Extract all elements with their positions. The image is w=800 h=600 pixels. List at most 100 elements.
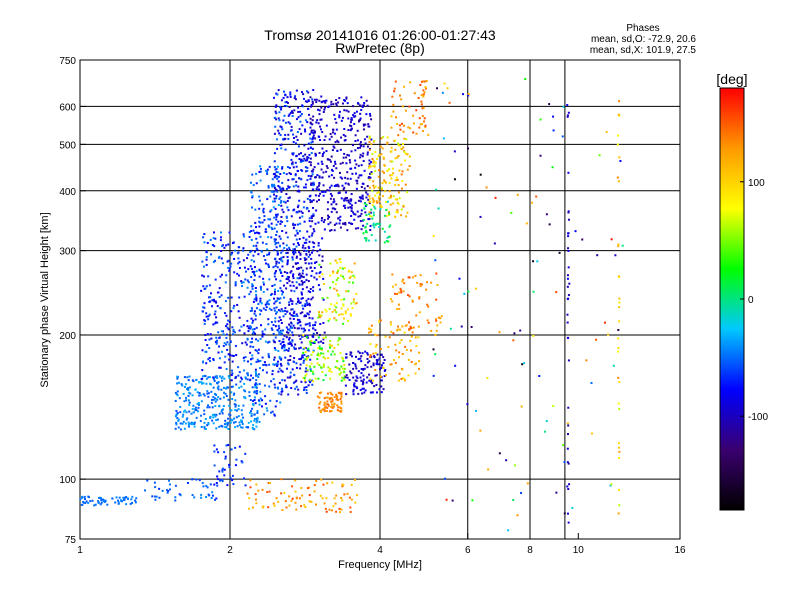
- data-point: [571, 506, 574, 509]
- data-point: [362, 381, 365, 384]
- data-point: [276, 147, 279, 150]
- data-point: [193, 422, 196, 425]
- data-point: [253, 399, 256, 402]
- data-point: [254, 370, 257, 373]
- data-point: [188, 410, 191, 413]
- data-point: [267, 253, 270, 256]
- data-point: [545, 213, 548, 216]
- data-point: [273, 347, 276, 350]
- data-point: [311, 206, 314, 209]
- data-point: [215, 316, 218, 319]
- data-point: [285, 348, 288, 351]
- data-point: [374, 352, 377, 355]
- data-point: [544, 430, 547, 433]
- data-point: [364, 350, 367, 353]
- data-point: [361, 104, 364, 107]
- data-point: [283, 346, 286, 349]
- data-point: [291, 281, 294, 284]
- data-point: [327, 223, 330, 226]
- data-point: [174, 391, 177, 394]
- data-point: [337, 399, 340, 402]
- data-point: [251, 196, 254, 199]
- data-point: [333, 304, 336, 307]
- data-point: [412, 326, 415, 329]
- data-point: [274, 405, 277, 408]
- data-point: [310, 362, 313, 365]
- data-point: [300, 266, 303, 269]
- data-point: [344, 197, 347, 200]
- data-point: [299, 253, 302, 256]
- data-point: [531, 201, 534, 204]
- data-point: [555, 291, 558, 294]
- data-point: [277, 387, 280, 390]
- data-point: [360, 209, 363, 212]
- data-point: [374, 170, 377, 173]
- data-point: [203, 425, 206, 428]
- data-point: [313, 266, 316, 269]
- data-point: [368, 149, 371, 152]
- data-point: [299, 159, 302, 162]
- data-point: [275, 241, 278, 244]
- data-point: [372, 214, 375, 217]
- data-point: [262, 211, 265, 214]
- data-point: [295, 229, 298, 232]
- data-point: [358, 174, 361, 177]
- data-point: [291, 497, 294, 500]
- data-point: [408, 328, 411, 331]
- data-point: [618, 156, 621, 159]
- data-point: [360, 228, 363, 231]
- data-point: [271, 190, 274, 193]
- data-point: [236, 425, 239, 428]
- data-point: [414, 363, 417, 366]
- data-point: [366, 366, 369, 369]
- data-point: [342, 303, 345, 306]
- data-point: [336, 404, 339, 407]
- data-point: [430, 281, 433, 284]
- data-point: [215, 301, 218, 304]
- data-point: [532, 290, 535, 293]
- data-point: [254, 314, 257, 317]
- data-point: [255, 237, 258, 240]
- data-point: [345, 290, 348, 293]
- data-point: [372, 200, 375, 203]
- data-point: [349, 506, 352, 509]
- data-point: [338, 392, 341, 395]
- data-point: [206, 241, 209, 244]
- data-point: [290, 129, 293, 132]
- data-point: [223, 451, 226, 454]
- data-point: [288, 495, 291, 498]
- data-point: [330, 405, 333, 408]
- data-point: [234, 426, 237, 429]
- data-point: [314, 329, 317, 332]
- y-tick-label: 600: [59, 102, 76, 113]
- data-point: [220, 410, 223, 413]
- y-tick-label: 100: [59, 475, 76, 486]
- data-point: [321, 147, 324, 150]
- data-point: [326, 189, 329, 192]
- data-point: [219, 239, 222, 242]
- data-point: [303, 314, 306, 317]
- data-point: [347, 128, 350, 131]
- data-point: [365, 214, 368, 217]
- data-point: [294, 251, 297, 254]
- data-point: [375, 222, 378, 225]
- data-point: [317, 194, 320, 197]
- data-point: [356, 102, 359, 105]
- data-point: [403, 151, 406, 154]
- data-point: [204, 319, 207, 322]
- data-point: [291, 368, 294, 371]
- data-point: [343, 298, 346, 301]
- data-point: [331, 149, 334, 152]
- data-point: [343, 367, 346, 370]
- data-point: [362, 145, 365, 148]
- data-point: [409, 349, 412, 352]
- data-point: [234, 446, 237, 449]
- data-point: [374, 161, 377, 164]
- data-point: [208, 284, 211, 287]
- data-point: [585, 359, 588, 362]
- data-point: [323, 410, 326, 413]
- data-point: [225, 325, 228, 328]
- data-point: [286, 275, 289, 278]
- data-point: [226, 323, 229, 326]
- data-point: [291, 178, 294, 181]
